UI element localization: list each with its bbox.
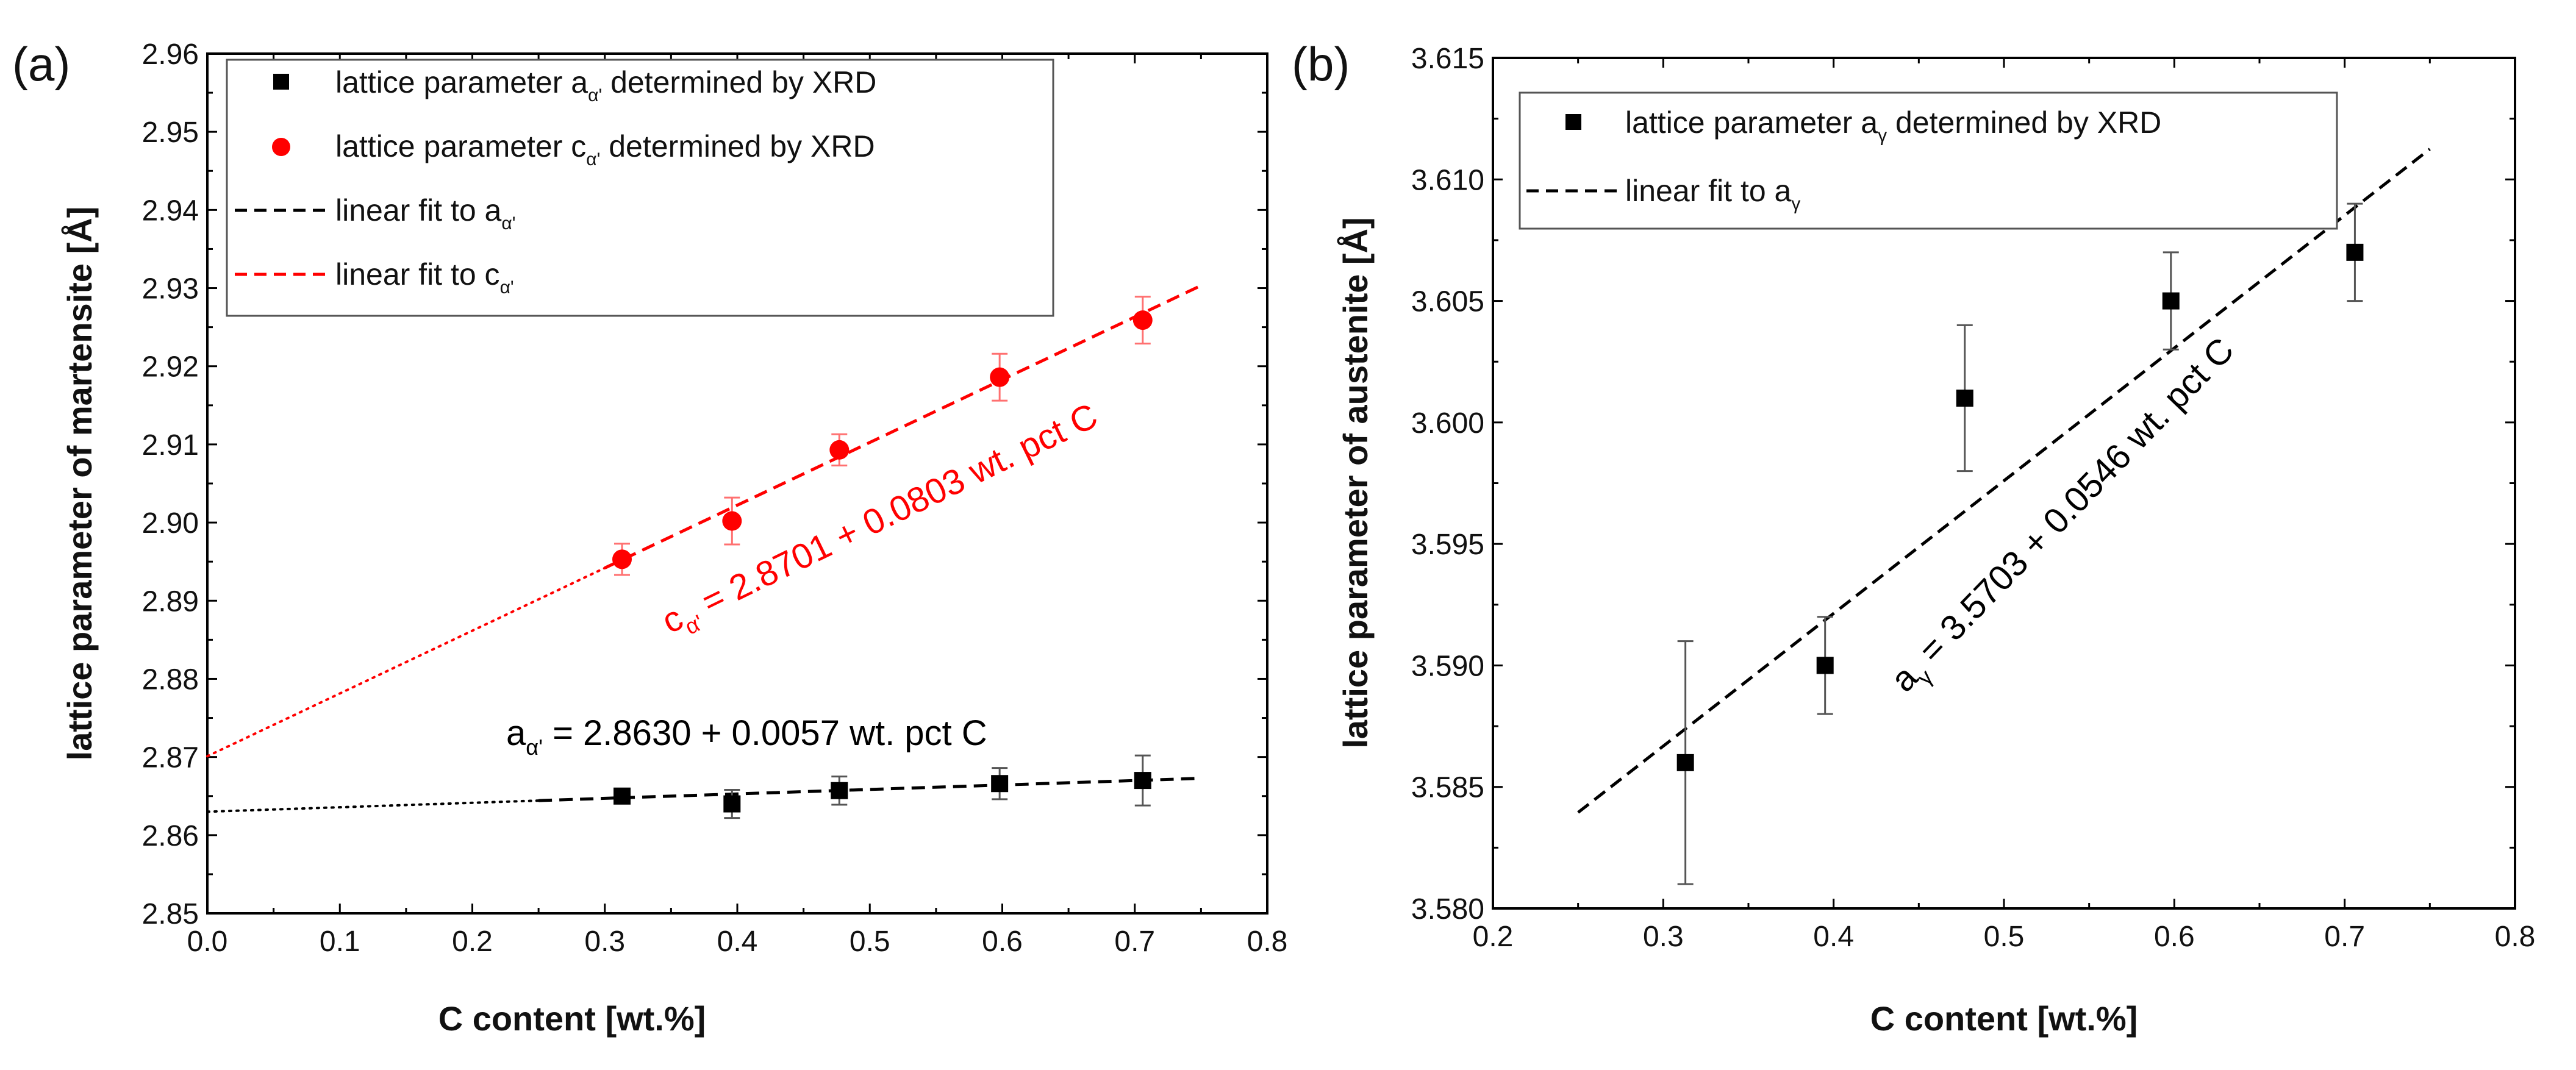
data-point-circle [1132,310,1153,330]
legend-square-marker-icon [273,74,289,90]
y-tick-label: 2.93 [142,273,199,305]
y-tick-label: 3.610 [1411,164,1484,196]
y-tick-label: 3.585 [1411,772,1484,804]
panel-a-data-points [612,296,1153,819]
fit-line-0 [538,777,1201,802]
x-tick-label: 0.4 [717,926,758,958]
panel-a-legend-entry-fit-c: linear fit to cα' [335,257,514,298]
data-point-square [723,795,741,813]
panel-a-legend-entry-fit-a: linear fit to aα' [335,193,515,234]
panel-b-legend-entry-fit-a: linear fit to aγ [1625,174,1800,214]
data-point-circle [990,367,1010,387]
panel-a-y-axis-title: lattice parameter of martensite [Å] [60,207,99,761]
y-tick-label: 2.94 [142,194,199,227]
y-tick-label: 2.85 [142,898,199,930]
panel-a-ticks: 0.0 0.1 0.2 0.3 0.4 0.5 0.6 0.7 0.8 2.85 2.86 2.87 2… [142,38,1288,958]
panel-a-x-axis-title: C content [wt.%] [438,999,706,1038]
x-tick-label: 0.1 [320,926,360,958]
x-tick-label: 0.5 [850,926,890,958]
fit-line-extrapolated-1 [206,566,606,758]
y-tick-label: 3.595 [1411,529,1484,561]
panel-b-data-points [1676,202,2364,885]
x-tick-label: 0.4 [1813,921,1854,953]
data-point-square [1134,772,1151,790]
legend-circle-marker-icon [272,138,290,156]
panel-a-fit-equation-a: aα' = 2.8630 + 0.0057 wt. pct C [506,713,987,760]
x-tick-label: 0.3 [1643,921,1684,953]
x-tick-label: 0.6 [982,926,1023,958]
data-point-square [1816,657,1834,674]
x-tick-label: 0.3 [584,926,625,958]
y-tick-label: 2.89 [142,585,199,618]
panel-b-legend-entry-a: lattice parameter aγ determined by XRD [1625,105,2161,146]
panel-b-austenite: (b) 0.2 0.3 0.4 0.5 0.6 0.7 0.8 3.580 3.585 3.590… [1292,37,2535,1038]
data-point-square [1676,754,1694,771]
y-tick-label: 2.86 [142,820,199,852]
data-point-square [613,787,631,805]
x-tick-label: 0.5 [1984,921,2025,953]
data-point-square [2162,292,2180,310]
data-point-circle [722,511,742,531]
panel-a-martensite: (a) 0.0 0.1 0.2 0.3 0.4 0.5 0.6 0.7 0.8 2.85 2.86 2… [12,37,1287,1038]
x-tick-label: 0.8 [1247,926,1288,958]
x-tick-label: 0.7 [1114,926,1155,958]
y-tick-label: 2.87 [142,742,199,774]
panel-a-legend-frame [226,59,1054,317]
y-tick-label: 3.590 [1411,650,1484,682]
x-tick-label: 0.0 [187,926,228,958]
y-tick-label: 2.95 [142,116,199,149]
panel-a-label: (a) [12,37,70,91]
fit-line-extrapolated-0 [206,799,540,813]
y-tick-label: 3.605 [1411,286,1484,318]
data-point-square [831,782,848,799]
fit-line-1 [604,284,1202,569]
x-tick-label: 0.6 [2154,921,2195,953]
y-tick-label: 3.580 [1411,893,1484,926]
panel-a-legend: lattice parameter aα' determined by XRD … [226,59,1054,317]
legend-square-marker-icon [1565,114,1581,130]
x-tick-label: 0.2 [452,926,493,958]
data-point-square [1956,390,1973,407]
data-point-circle [612,549,632,569]
y-tick-label: 3.600 [1411,407,1484,440]
y-tick-label: 3.615 [1411,43,1484,75]
panel-b-legend-frame [1519,91,2338,230]
panel-b-y-axis-title: lattice parameter of austenite [Å] [1336,217,1375,748]
panel-a-fit-lines [206,284,1202,813]
panel-a-legend-entry-a: lattice parameter aα' determined by XRD [335,65,876,105]
panel-b-ticks: 0.2 0.3 0.4 0.5 0.6 0.7 0.8 3.580 3.585 3.590 3.59… [1411,43,2535,953]
y-tick-label: 2.88 [142,663,199,696]
x-tick-label: 0.8 [2495,921,2536,953]
panel-b-label: (b) [1292,37,1350,91]
data-point-circle [829,440,850,460]
x-tick-label: 0.7 [2324,921,2365,953]
panel-b-fit-lines [1577,148,2431,814]
y-tick-label: 2.91 [142,429,199,462]
y-tick-label: 2.96 [142,38,199,71]
x-tick-label: 0.2 [1473,921,1514,953]
panel-b-x-axis-title: C content [wt.%] [1870,999,2138,1038]
fit-line-0 [1577,148,2431,814]
panel-a-legend-entry-c: lattice parameter cα' determined by XRD [335,129,875,169]
panel-b-fit-equation: aγ = 3.5703 + 0.0546 wt. pct C [1883,330,2247,704]
panel-b-legend: lattice parameter aγ determined by XRD l… [1519,91,2338,230]
data-point-square [991,775,1009,793]
data-point-square [2346,243,2364,261]
y-tick-label: 2.90 [142,507,199,540]
y-tick-label: 2.92 [142,351,199,383]
